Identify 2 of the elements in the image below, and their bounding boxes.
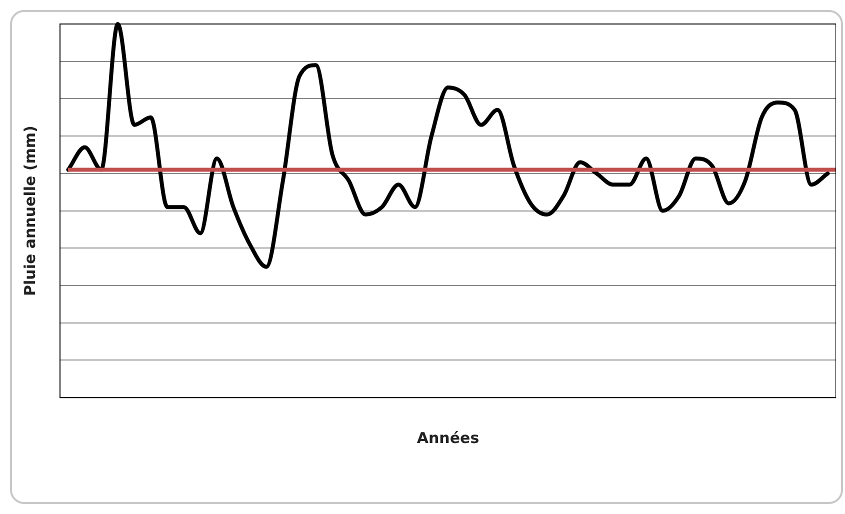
x-axis-title: Années	[416, 428, 480, 447]
y-axis-title: Pluie annuelle (mm)	[20, 126, 39, 296]
